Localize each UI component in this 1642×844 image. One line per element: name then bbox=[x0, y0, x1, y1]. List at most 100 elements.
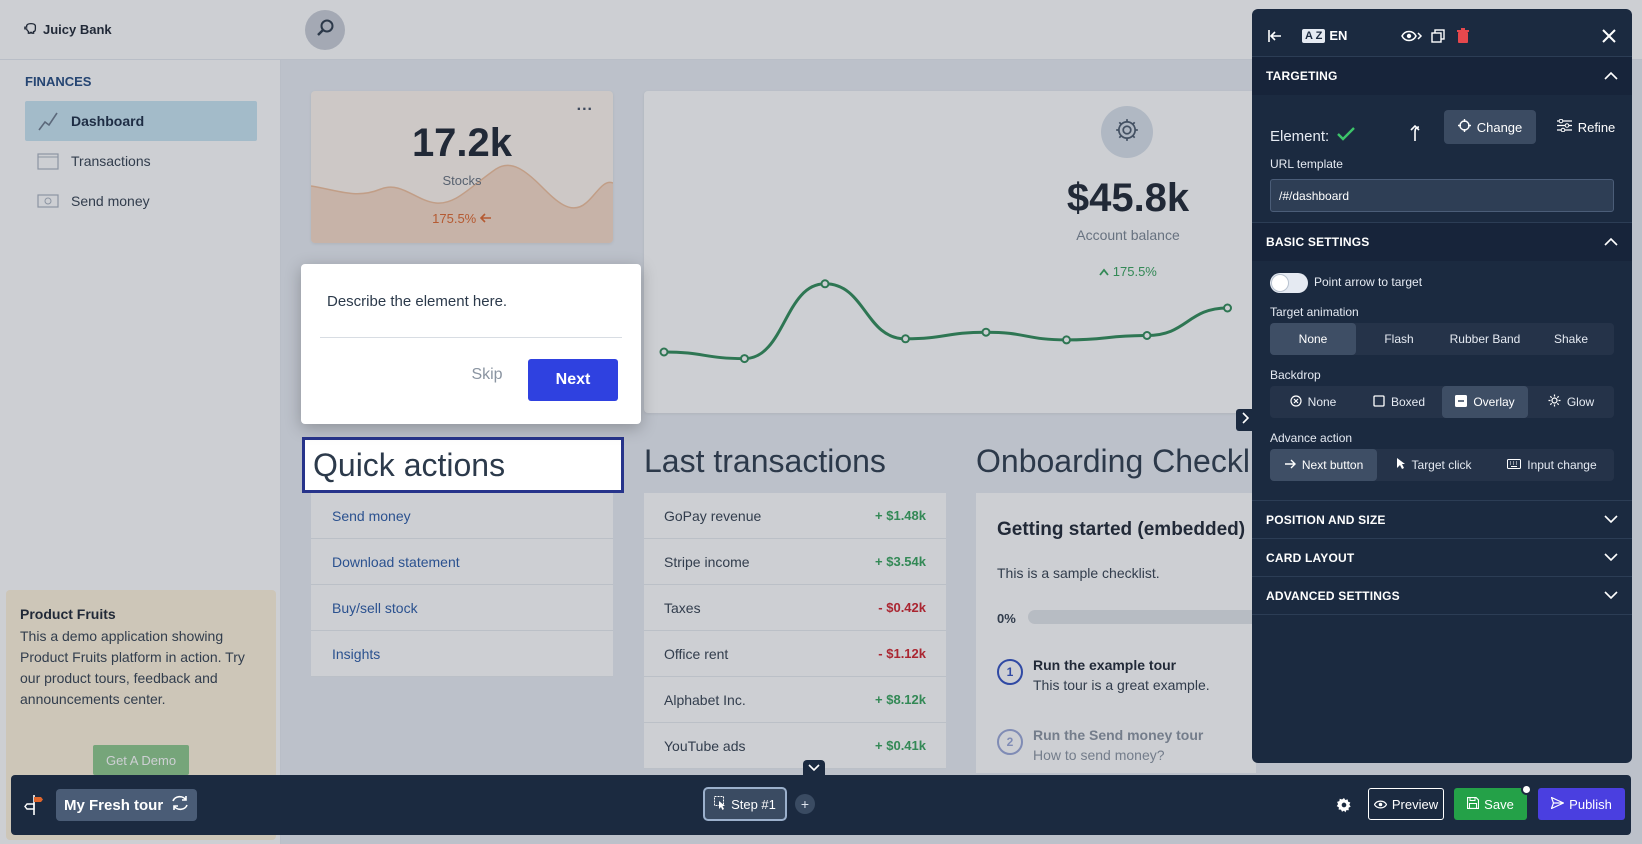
quick-actions-title-highlighted[interactable]: Quick actions bbox=[302, 437, 624, 493]
checklist-progress-label: 0% bbox=[997, 611, 1016, 626]
table-row[interactable]: Stripe income + $3.54k bbox=[644, 539, 946, 585]
keyboard-icon bbox=[1507, 458, 1522, 472]
section-targeting-header[interactable]: TARGETING bbox=[1252, 56, 1632, 95]
popup-divider bbox=[320, 337, 622, 338]
animation-option-rubber-band[interactable]: Rubber Band bbox=[1449, 332, 1521, 346]
bottombar-toggle[interactable] bbox=[803, 760, 825, 776]
transaction-name: GoPay revenue bbox=[664, 507, 762, 524]
section-basic-settings-header[interactable]: BASIC SETTINGS bbox=[1252, 222, 1632, 261]
backdrop-option-glow[interactable]: Glow bbox=[1528, 386, 1614, 418]
list-item[interactable]: Insights bbox=[311, 631, 613, 677]
stocks-change: 175.5% bbox=[311, 211, 613, 226]
advance-option-next-button[interactable]: Next button bbox=[1270, 449, 1378, 481]
transactions-list: GoPay revenue + $1.48k Stripe income + $3.… bbox=[644, 493, 946, 769]
point-arrow-toggle[interactable] bbox=[1270, 273, 1308, 293]
backdrop-option-label: None bbox=[1307, 395, 1337, 409]
section-position-size-header[interactable]: POSITION AND SIZE bbox=[1252, 500, 1632, 539]
advance-option-target-click[interactable]: Target click bbox=[1377, 449, 1490, 481]
table-row[interactable]: Taxes - $0.42k bbox=[644, 585, 946, 631]
change-label: Change bbox=[1476, 119, 1523, 135]
add-step-button[interactable]: + bbox=[795, 794, 815, 814]
publish-button[interactable]: Publish bbox=[1538, 788, 1625, 820]
section-title: CARD LAYOUT bbox=[1266, 551, 1355, 565]
target-element-status: Element: bbox=[1270, 127, 1356, 145]
sidebar: FINANCES Dashboard Transactions Send mon… bbox=[0, 60, 281, 844]
checkmark-icon bbox=[1337, 127, 1356, 145]
backdrop-label: Backdrop bbox=[1270, 368, 1321, 382]
popup-description[interactable]: Describe the element here. bbox=[327, 293, 508, 310]
panel-collapse-handle[interactable] bbox=[1236, 409, 1254, 431]
close-icon[interactable] bbox=[1602, 27, 1616, 45]
language-selector[interactable]: A Z EN bbox=[1302, 28, 1347, 43]
search-button[interactable] bbox=[305, 10, 345, 50]
backdrop-option-overlay[interactable]: Overlay bbox=[1442, 386, 1528, 418]
signpost-icon[interactable] bbox=[23, 794, 45, 816]
section-advanced-settings-header[interactable]: ADVANCED SETTINGS bbox=[1252, 576, 1632, 615]
table-row[interactable]: Office rent - $1.12k bbox=[644, 631, 946, 677]
balance-point-2 bbox=[820, 279, 830, 289]
chevron-up-icon bbox=[1604, 69, 1618, 83]
sidebar-item-dashboard[interactable]: Dashboard bbox=[25, 101, 257, 141]
settings-badge bbox=[1101, 106, 1153, 158]
select-parent-button[interactable] bbox=[1403, 119, 1427, 151]
trash-icon[interactable] bbox=[1456, 27, 1470, 45]
animation-option-flash[interactable]: Flash bbox=[1384, 332, 1414, 346]
backdrop-option-none[interactable]: None bbox=[1270, 386, 1356, 418]
onboarding-checklist-card: Getting started (embedded) This is a sam… bbox=[976, 493, 1256, 773]
sliders-icon bbox=[1556, 118, 1572, 135]
step-button[interactable]: Step #1 bbox=[703, 787, 787, 821]
checklist-progress-bar bbox=[1028, 610, 1256, 624]
language-code: EN bbox=[1329, 28, 1348, 43]
preview-label: Preview bbox=[1391, 796, 1439, 812]
crosshair-icon bbox=[1457, 119, 1471, 135]
next-button[interactable]: Next bbox=[528, 359, 618, 401]
checklist-description: This is a sample checklist. bbox=[997, 565, 1160, 581]
list-item[interactable]: Send money bbox=[311, 493, 613, 539]
skip-button[interactable]: Skip bbox=[471, 366, 503, 383]
collapse-left-icon[interactable] bbox=[1267, 27, 1283, 45]
stocks-value: 17.2k bbox=[411, 121, 513, 165]
eye-icon[interactable] bbox=[1401, 27, 1423, 45]
minus-square-icon bbox=[1455, 394, 1468, 410]
more-options-button[interactable]: ... bbox=[576, 97, 593, 114]
target-animation-selector: None Flash Rubber Band Shake bbox=[1270, 323, 1614, 355]
animation-option-none[interactable]: None bbox=[1270, 323, 1356, 355]
preview-button[interactable]: Preview bbox=[1368, 788, 1444, 820]
duplicate-icon[interactable] bbox=[1431, 27, 1445, 45]
piggy-bank-icon bbox=[24, 21, 38, 38]
list-item[interactable]: Buy/sell stock bbox=[311, 585, 613, 631]
gear-icon bbox=[1114, 117, 1140, 148]
eye-icon bbox=[1373, 797, 1388, 812]
table-row[interactable]: YouTube ads + $0.41k bbox=[644, 723, 946, 769]
gear-icon[interactable] bbox=[1335, 796, 1353, 814]
save-label: Save bbox=[1484, 796, 1514, 812]
transaction-name: YouTube ads bbox=[664, 737, 746, 754]
transaction-name: Taxes bbox=[664, 599, 701, 616]
section-card-layout-header[interactable]: CARD LAYOUT bbox=[1252, 538, 1632, 577]
transaction-name: Stripe income bbox=[664, 553, 750, 570]
list-item[interactable]: Download statement bbox=[311, 539, 613, 585]
advance-option-input-change[interactable]: Input change bbox=[1490, 449, 1614, 481]
sidebar-item-transactions[interactable]: Transactions bbox=[25, 141, 257, 181]
change-target-button[interactable]: Change bbox=[1444, 110, 1536, 144]
element-label: Element: bbox=[1270, 127, 1330, 145]
step-number-badge: 2 bbox=[997, 729, 1023, 755]
checklist-item-subtitle: This tour is a great example. bbox=[1033, 677, 1210, 693]
url-template-input[interactable] bbox=[1270, 179, 1614, 212]
refine-target-button[interactable]: Refine bbox=[1540, 110, 1632, 144]
get-demo-button[interactable]: Get A Demo bbox=[93, 745, 189, 775]
backdrop-option-boxed[interactable]: Boxed bbox=[1356, 386, 1442, 418]
save-button[interactable]: Save bbox=[1454, 788, 1527, 820]
app-logo[interactable]: Juicy Bank bbox=[24, 21, 112, 38]
table-row[interactable]: GoPay revenue + $1.48k bbox=[644, 493, 946, 539]
animation-option-shake[interactable]: Shake bbox=[1553, 332, 1589, 346]
section-title: BASIC SETTINGS bbox=[1266, 235, 1370, 249]
tour-name-button[interactable]: My Fresh tour bbox=[56, 789, 198, 821]
sidebar-item-send-money[interactable]: Send money bbox=[25, 181, 257, 221]
transaction-amount: - $1.12k bbox=[878, 646, 926, 661]
table-row[interactable]: Alphabet Inc. + $8.12k bbox=[644, 677, 946, 723]
chevron-up-icon bbox=[1099, 264, 1113, 279]
account-balance-card: $45.8k Account balance 175.5% bbox=[644, 91, 1264, 413]
send-icon bbox=[1550, 795, 1566, 812]
section-title: POSITION AND SIZE bbox=[1266, 513, 1386, 527]
